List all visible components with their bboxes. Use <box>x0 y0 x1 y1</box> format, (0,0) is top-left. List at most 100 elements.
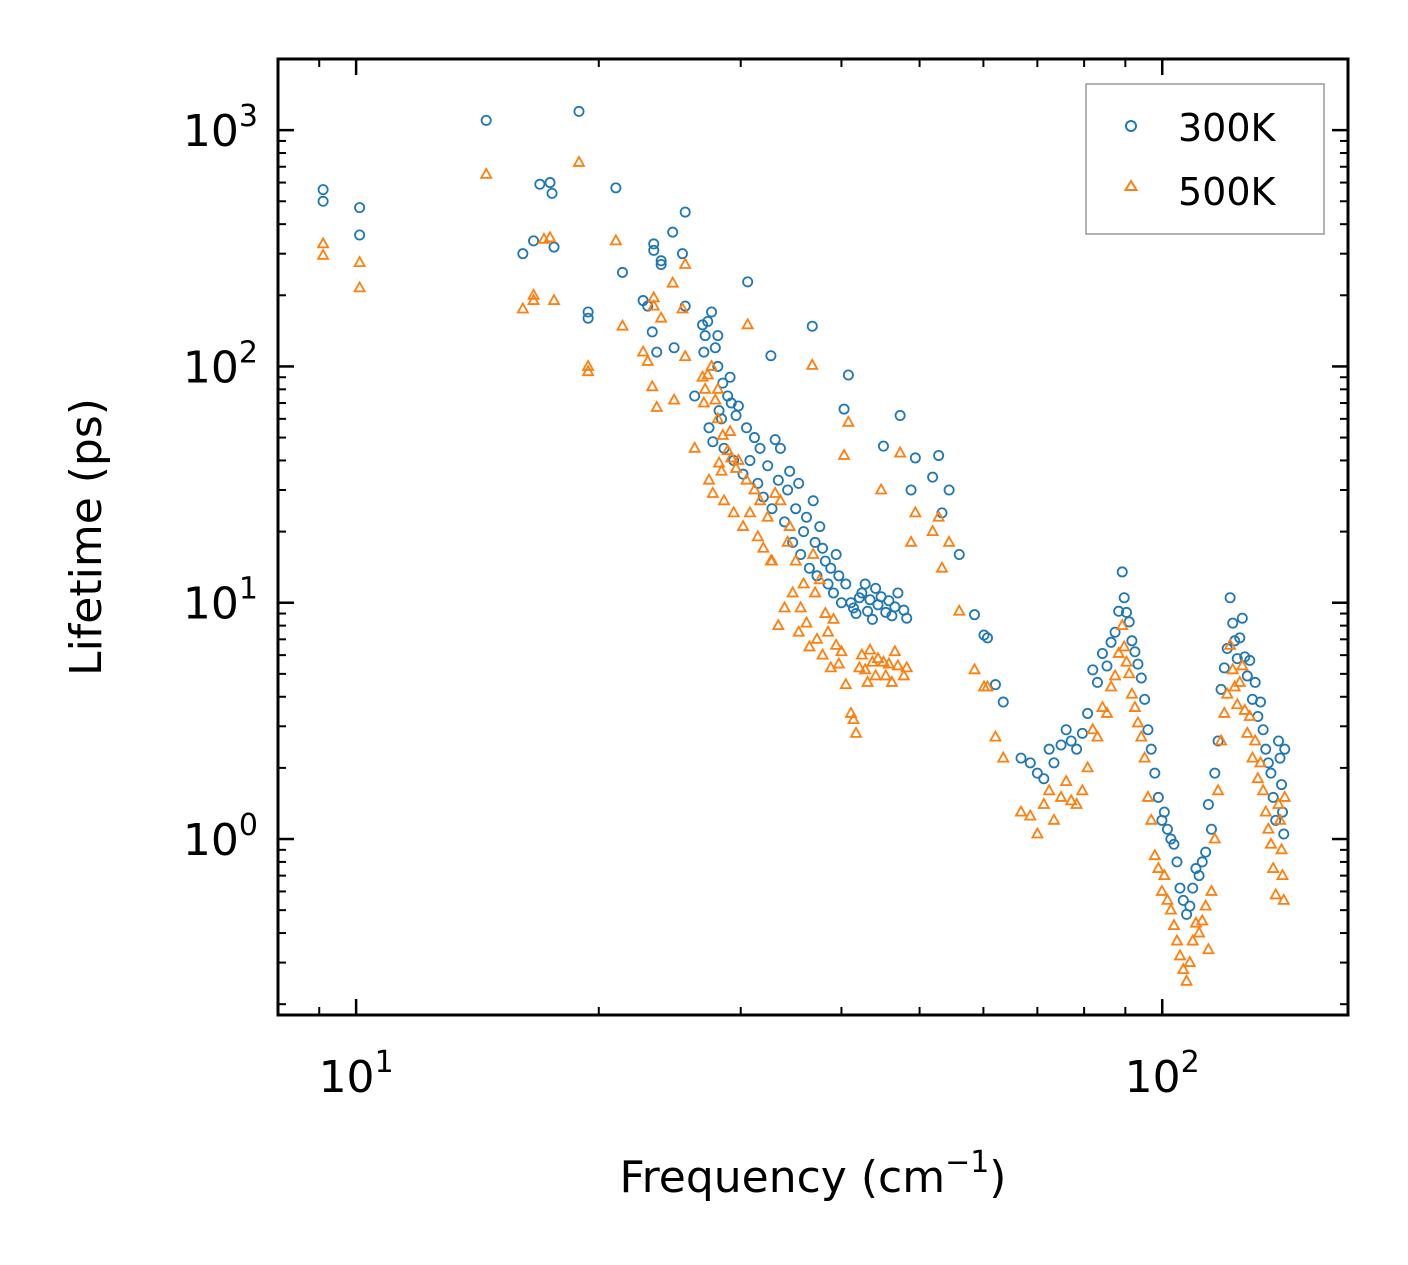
point-500k <box>861 675 875 687</box>
point-500k <box>771 618 785 631</box>
point-300k <box>528 235 540 247</box>
point-500k <box>797 576 811 589</box>
y-tick-label: 100 <box>183 808 258 866</box>
point-300k <box>1038 773 1050 785</box>
point-500k <box>858 662 872 675</box>
point-500k <box>1199 898 1213 911</box>
point-300k <box>762 460 774 472</box>
point-500k <box>1253 755 1268 768</box>
point-300k <box>648 238 660 250</box>
point-300k <box>668 342 680 354</box>
point-300k <box>716 413 728 425</box>
legend-marker-500k <box>1123 179 1139 191</box>
point-300k <box>803 562 815 574</box>
point-300k <box>1187 882 1199 894</box>
point-500k <box>666 275 680 288</box>
point-300k <box>927 471 939 483</box>
point-300k <box>819 555 831 567</box>
point-300k <box>1116 566 1128 578</box>
point-300k <box>905 484 917 496</box>
point-500k <box>968 662 982 675</box>
point-500k <box>1183 955 1197 967</box>
point-500k <box>1214 733 1228 746</box>
point-300k <box>1105 636 1117 648</box>
point-500k <box>1115 618 1129 631</box>
point-500k <box>1138 750 1152 763</box>
point-500k <box>1131 715 1145 728</box>
point-500k <box>741 317 755 330</box>
point-300k <box>1158 806 1170 818</box>
point-500k <box>654 310 668 323</box>
point-500k <box>572 155 586 167</box>
point-500k <box>1108 668 1122 681</box>
point-500k <box>1180 973 1194 986</box>
point-300k <box>1254 696 1266 708</box>
point-500k <box>736 519 750 531</box>
point-500k <box>1037 797 1051 809</box>
point-500k <box>1122 666 1136 679</box>
point-500k <box>1261 821 1275 834</box>
y-tick-label: 101 <box>183 572 258 630</box>
point-500k <box>1192 925 1206 938</box>
point-500k <box>1090 729 1104 742</box>
point-300k <box>1031 767 1043 779</box>
point-500k <box>1278 790 1292 802</box>
point-500k <box>794 600 808 613</box>
point-500k <box>816 647 830 660</box>
point-300k <box>807 495 819 507</box>
point-500k <box>761 509 775 522</box>
point-500k <box>839 677 853 690</box>
point-500k <box>879 668 893 681</box>
point-300k <box>1224 592 1236 604</box>
point-500k <box>353 280 367 293</box>
point-500k <box>543 230 557 243</box>
point-300k <box>703 422 715 434</box>
point-300k <box>838 403 850 415</box>
point-300k <box>1118 592 1130 604</box>
point-300k <box>582 306 594 318</box>
point-300k <box>573 105 585 117</box>
point-300k <box>1249 676 1261 688</box>
point-300k <box>741 422 753 434</box>
point-500k <box>743 505 757 518</box>
point-300k <box>706 306 718 318</box>
point-300k <box>817 542 829 554</box>
point-500k <box>893 445 907 458</box>
point-500k <box>1266 861 1280 873</box>
plot-frame <box>276 57 1350 1017</box>
point-300k <box>997 696 1009 708</box>
point-500k <box>952 603 966 616</box>
point-500k <box>724 450 738 463</box>
point-500k <box>1176 962 1190 975</box>
point-500k <box>802 639 816 652</box>
point-500k <box>1167 918 1181 931</box>
point-500k <box>1100 706 1114 718</box>
point-500k <box>1217 706 1231 718</box>
point-300k <box>769 434 781 446</box>
point-500k <box>721 443 735 456</box>
point-500k <box>942 535 956 547</box>
point-500k <box>904 535 918 547</box>
point-500k <box>1042 783 1056 796</box>
point-300k <box>1244 654 1256 666</box>
point-500k <box>1160 893 1174 905</box>
point-300k <box>1168 838 1180 850</box>
point-500k <box>1233 675 1247 687</box>
point-300k <box>1267 791 1279 803</box>
x-tick-label: 101 <box>319 1045 394 1103</box>
point-500k <box>747 482 761 495</box>
point-500k <box>897 668 911 681</box>
point-300k <box>546 187 558 199</box>
point-300k <box>1060 724 1072 736</box>
point-300k <box>354 229 366 241</box>
point-500k <box>980 679 994 692</box>
point-300k <box>798 526 810 538</box>
point-300k <box>754 442 766 454</box>
point-300k <box>766 503 778 515</box>
point-300k <box>354 202 366 214</box>
point-300k <box>1174 882 1186 894</box>
point-300k <box>880 606 892 618</box>
point-300k <box>712 330 724 342</box>
point-500k <box>711 381 725 394</box>
point-500k <box>527 287 541 300</box>
